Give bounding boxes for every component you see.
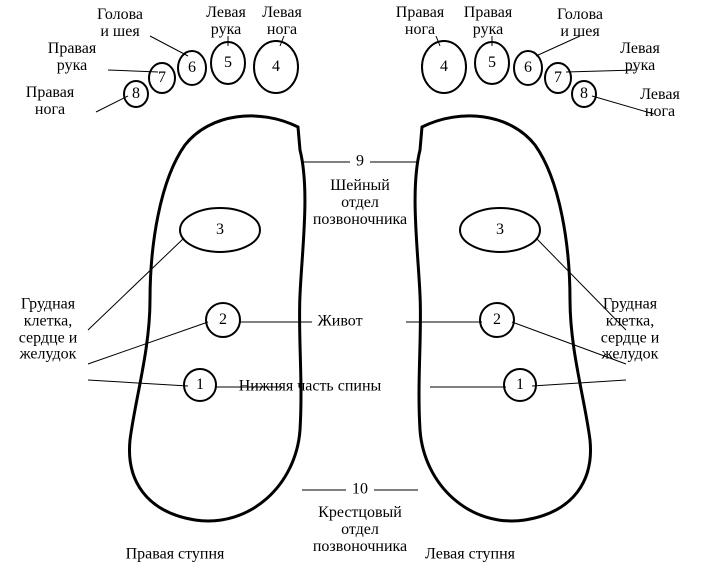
leader-line [88,238,184,330]
toe-number: 8 [580,85,588,103]
right-foot-outline [130,116,305,521]
toe-number: 7 [158,69,166,87]
zone-number: 1 [196,376,204,394]
toe-number: 8 [132,85,140,103]
leader-line [96,96,128,112]
toe-number: 5 [224,54,232,72]
center-label-n10: 10 [352,482,368,499]
toe-number: 5 [488,54,496,72]
label-lleg_r: Левая нога [640,87,680,121]
toe-number: 7 [554,69,562,87]
leader-line [150,36,188,56]
leader-line [88,380,188,386]
label-rleg_l: Правая нога [26,85,74,119]
center-label-lowback: Нижняя часть спины [239,379,382,396]
toe-number: 6 [524,59,532,77]
toe-number: 6 [188,59,196,77]
center-label-n9: 9 [356,154,364,171]
label-chest_l: Грудная клетка, сердце и желудок [19,296,78,363]
caption-cap_r: Правая ступня [126,547,225,564]
zone-number: 2 [219,311,227,329]
label-head_r: Голова и шея [557,7,603,41]
label-chest_r: Грудная клетка, сердце и желудок [601,296,660,363]
caption-cap_l: Левая ступня [425,547,515,564]
zone-number: 1 [516,376,524,394]
label-rhand_l: Правая рука [48,41,96,75]
center-label-sacral: Крестцовый отдел позвоночника [313,505,407,555]
center-label-cervical: Шейный отдел позвоночника [313,178,407,228]
label-rhand_t: Правая рука [464,5,512,39]
label-lleg_t: Левая нога [262,5,302,39]
label-head_l: Голова и шея [97,7,143,41]
left-foot-outline [415,116,590,521]
toe-number: 4 [272,58,280,76]
zone-number: 2 [493,311,501,329]
zone-number: 3 [496,221,504,239]
label-lhand_t: Левая рука [206,5,246,39]
label-rleg_t: Правая нога [396,5,444,39]
toe-number: 4 [440,58,448,76]
center-label-belly: Живот [317,314,362,331]
label-lhand_r: Левая рука [620,41,660,75]
zone-number: 3 [216,221,224,239]
